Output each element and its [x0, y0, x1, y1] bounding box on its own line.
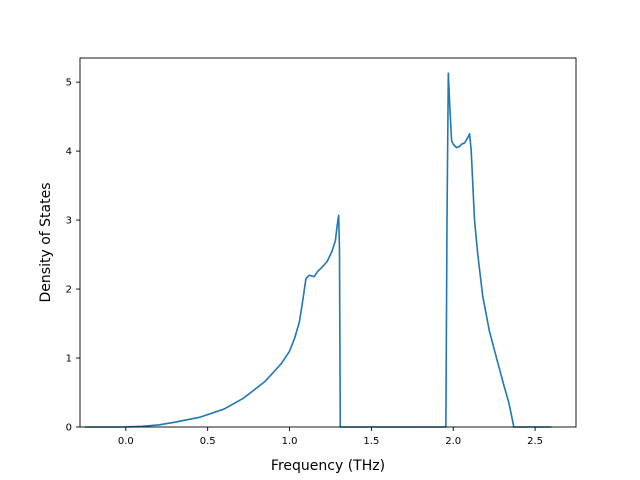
x-tick-label: 0.5: [200, 436, 216, 447]
y-tick-label: 0: [66, 423, 72, 434]
y-tick-label: 3: [66, 216, 72, 227]
x-tick-label: 2.5: [527, 436, 543, 447]
y-tick-label: 1: [66, 354, 72, 365]
x-axis-label: Frequency (THz): [271, 458, 385, 474]
axes-frame: [79, 57, 577, 428]
x-tick-label: 2.0: [445, 436, 461, 447]
y-tick-label: 5: [66, 78, 72, 89]
x-tick-label: 0.0: [118, 436, 134, 447]
y-axis-ticks: 0 1 2 3 4 5: [66, 78, 80, 434]
x-tick-label: 1.5: [363, 436, 379, 447]
y-tick-label: 4: [66, 147, 72, 158]
x-tick-label: 1.0: [282, 436, 298, 447]
x-axis-ticks: 0.0 0.5 1.0 1.5 2.0 2.5: [118, 427, 543, 447]
y-tick-label: 2: [66, 285, 72, 296]
y-axis-label: Density of States: [38, 183, 54, 303]
